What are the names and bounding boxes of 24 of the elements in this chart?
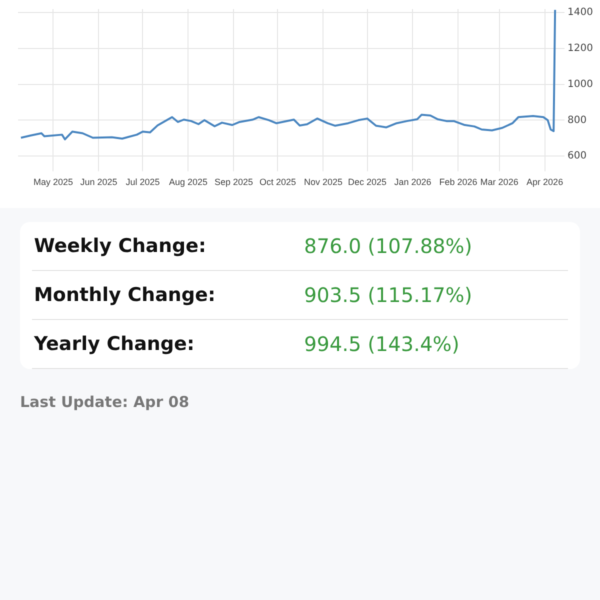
y-tick-label: 1000 (568, 78, 594, 90)
y-tick-label: 1200 (568, 43, 594, 54)
text: 903.5 (115.17%) (304, 283, 472, 307)
x-tick-label: Sep 2025 (214, 177, 253, 188)
x-tick-label: Jan 2026 (394, 177, 432, 188)
y-tick-label: 800 (568, 114, 587, 126)
x-tick-label: Jun 2025 (80, 177, 118, 188)
x-tick-label: Jul 2025 (126, 177, 160, 188)
text: Monthly Change: (33, 284, 217, 306)
text: Last Update: Apr 08 (20, 393, 190, 411)
x-tick-label: Nov 2025 (304, 177, 342, 188)
text: 876.0 (107.88%) (304, 234, 472, 258)
x-tick-label: Oct 2025 (259, 177, 296, 188)
text: Weekly Change: (33, 235, 208, 257)
x-tick-label: Dec 2025 (348, 177, 387, 188)
x-tick-label: Aug 2025 (168, 177, 208, 188)
x-tick-label: May 2025 (33, 177, 73, 188)
y-tick-label: 1400 (568, 7, 594, 18)
x-tick-label: Feb 2026 (439, 177, 478, 188)
text: Yearly Change: (33, 333, 196, 355)
x-tick-label: Apr 2026 (526, 177, 564, 188)
y-tick-label: 600 (568, 150, 587, 162)
text: 994.5 (143.4%) (304, 332, 460, 356)
x-tick-label: Mar 2026 (480, 177, 518, 188)
